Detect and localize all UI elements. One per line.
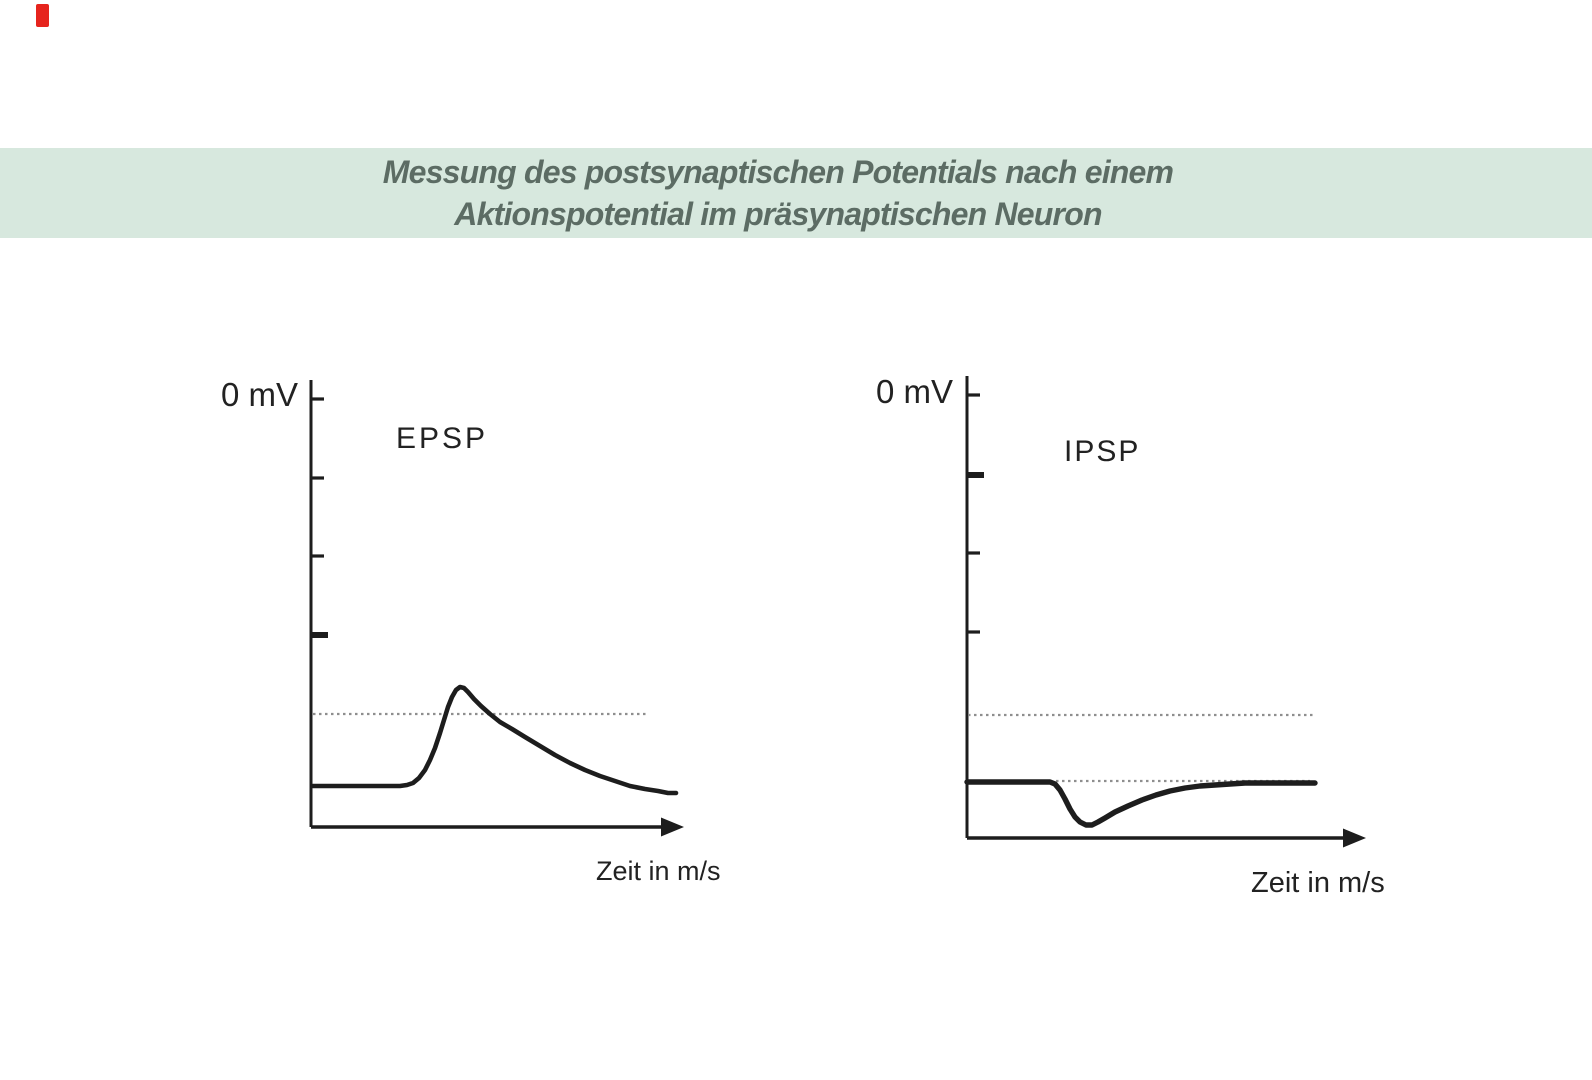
epsp-plot [309,380,684,837]
epsp-x-axis-arrow-icon [661,817,684,837]
epsp-x-axis-label: Zeit in m/s [596,856,721,886]
epsp-title: EPSP [396,422,489,455]
banner-title-line1: Messung des postsynaptischen Potentials … [382,154,1174,190]
ipsp-plot [964,376,1366,848]
ipsp-title: IPSP [1064,435,1141,468]
ipsp-x-axis-arrow-icon [1343,828,1366,848]
title-banner: Messung des postsynaptischen Potentials … [0,148,1592,238]
epsp-zero-mv-label: 0 mV [221,376,299,413]
banner-title-line2: Aktionspotential im präsynaptischen Neur… [454,196,1102,232]
epsp-curve [310,684,679,796]
ipsp-zero-mv-label: 0 mV [876,373,954,410]
red-glitch-mark [36,4,49,27]
ipsp-x-axis-label: Zeit in m/s [1251,867,1385,899]
ipsp-curve [964,779,1318,828]
